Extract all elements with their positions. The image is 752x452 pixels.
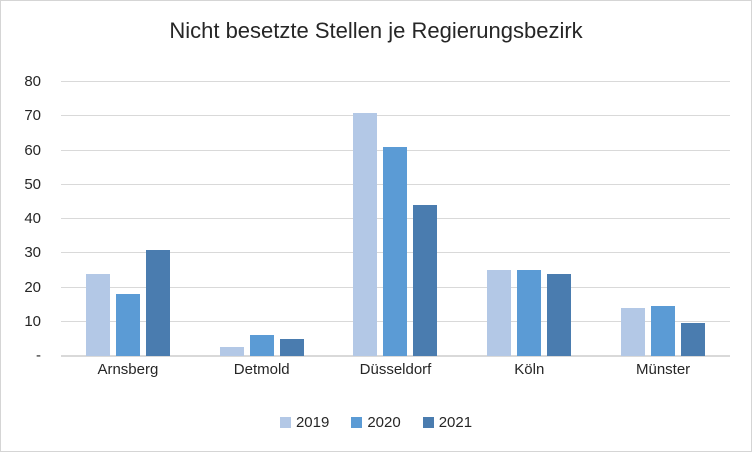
x-tick-label-Düsseldorf: Düsseldorf [359, 361, 432, 378]
legend-swatch-2019 [279, 417, 291, 428]
bar-2019-Detmold [219, 347, 244, 356]
bar-2019-Münster [621, 308, 646, 356]
legend: 2019 2020 2021 [1, 414, 751, 431]
bar-2021-Düsseldorf [413, 205, 438, 356]
legend-item-2019: 2019 [279, 414, 330, 431]
y-tick-label-50: 50 [24, 175, 41, 193]
gridline-80 [61, 81, 730, 82]
gridline-70 [61, 115, 730, 117]
bar-2020-Münster [651, 306, 676, 356]
plot-area [61, 81, 730, 357]
bar-2020-Köln [517, 270, 542, 356]
x-tick-label-Arnsberg: Arnsberg [97, 361, 159, 378]
legend-item-2020: 2020 [351, 414, 401, 431]
y-tick-label-70: 70 [24, 107, 41, 125]
legend-swatch-2021 [422, 417, 434, 428]
legend-label-2021: 2021 [438, 414, 473, 431]
bar-2020-Detmold [249, 335, 274, 356]
bar-group-Arnsberg [61, 82, 195, 356]
chart-title: Nicht besetzte Stellen je Regierungsbezi… [169, 18, 583, 43]
bar-2019-Düsseldorf [353, 112, 378, 356]
legend-swatch-2020 [351, 417, 363, 428]
bar-group-Münster [596, 82, 730, 356]
x-tick-label-Detmold: Detmold [233, 361, 290, 378]
bars-layer [61, 82, 730, 356]
bar-2019-Köln [487, 270, 512, 356]
bar-2020-Düsseldorf [383, 147, 408, 356]
y-tick-label-40: 40 [24, 210, 41, 227]
y-tick-label-60: 60 [24, 141, 41, 159]
bar-2020-Arnsberg [115, 294, 140, 356]
x-tick-label-Münster: Münster [635, 361, 691, 378]
legend-item-2021: 2021 [422, 414, 473, 431]
y-axis: - 10 20 30 40 50 60 70 80 [1, 73, 45, 364]
y-tick-label-30: 30 [24, 244, 41, 262]
bar-2019-Arnsberg [85, 273, 110, 356]
bar-2021-Münster [681, 323, 706, 356]
x-tick-label-Köln: Köln [514, 361, 545, 378]
y-tick-label-80: 80 [24, 73, 41, 90]
legend-label-2020: 2020 [367, 414, 401, 431]
bar-2021-Arnsberg [145, 249, 170, 356]
bar-group-Detmold [195, 82, 329, 356]
x-axis-line [61, 355, 730, 357]
bar-2021-Detmold [279, 338, 304, 356]
y-tick-label-0: - [36, 347, 41, 364]
x-axis: Arnsberg Detmold Düsseldorf Köln Münster [61, 361, 730, 378]
bar-group-Düsseldorf [329, 82, 463, 356]
bar-2021-Köln [547, 273, 572, 356]
y-tick-label-20: 20 [24, 278, 41, 296]
y-tick-label-10: 10 [24, 312, 41, 330]
legend-label-2019: 2019 [295, 414, 330, 431]
bar-group-Köln [462, 82, 596, 356]
